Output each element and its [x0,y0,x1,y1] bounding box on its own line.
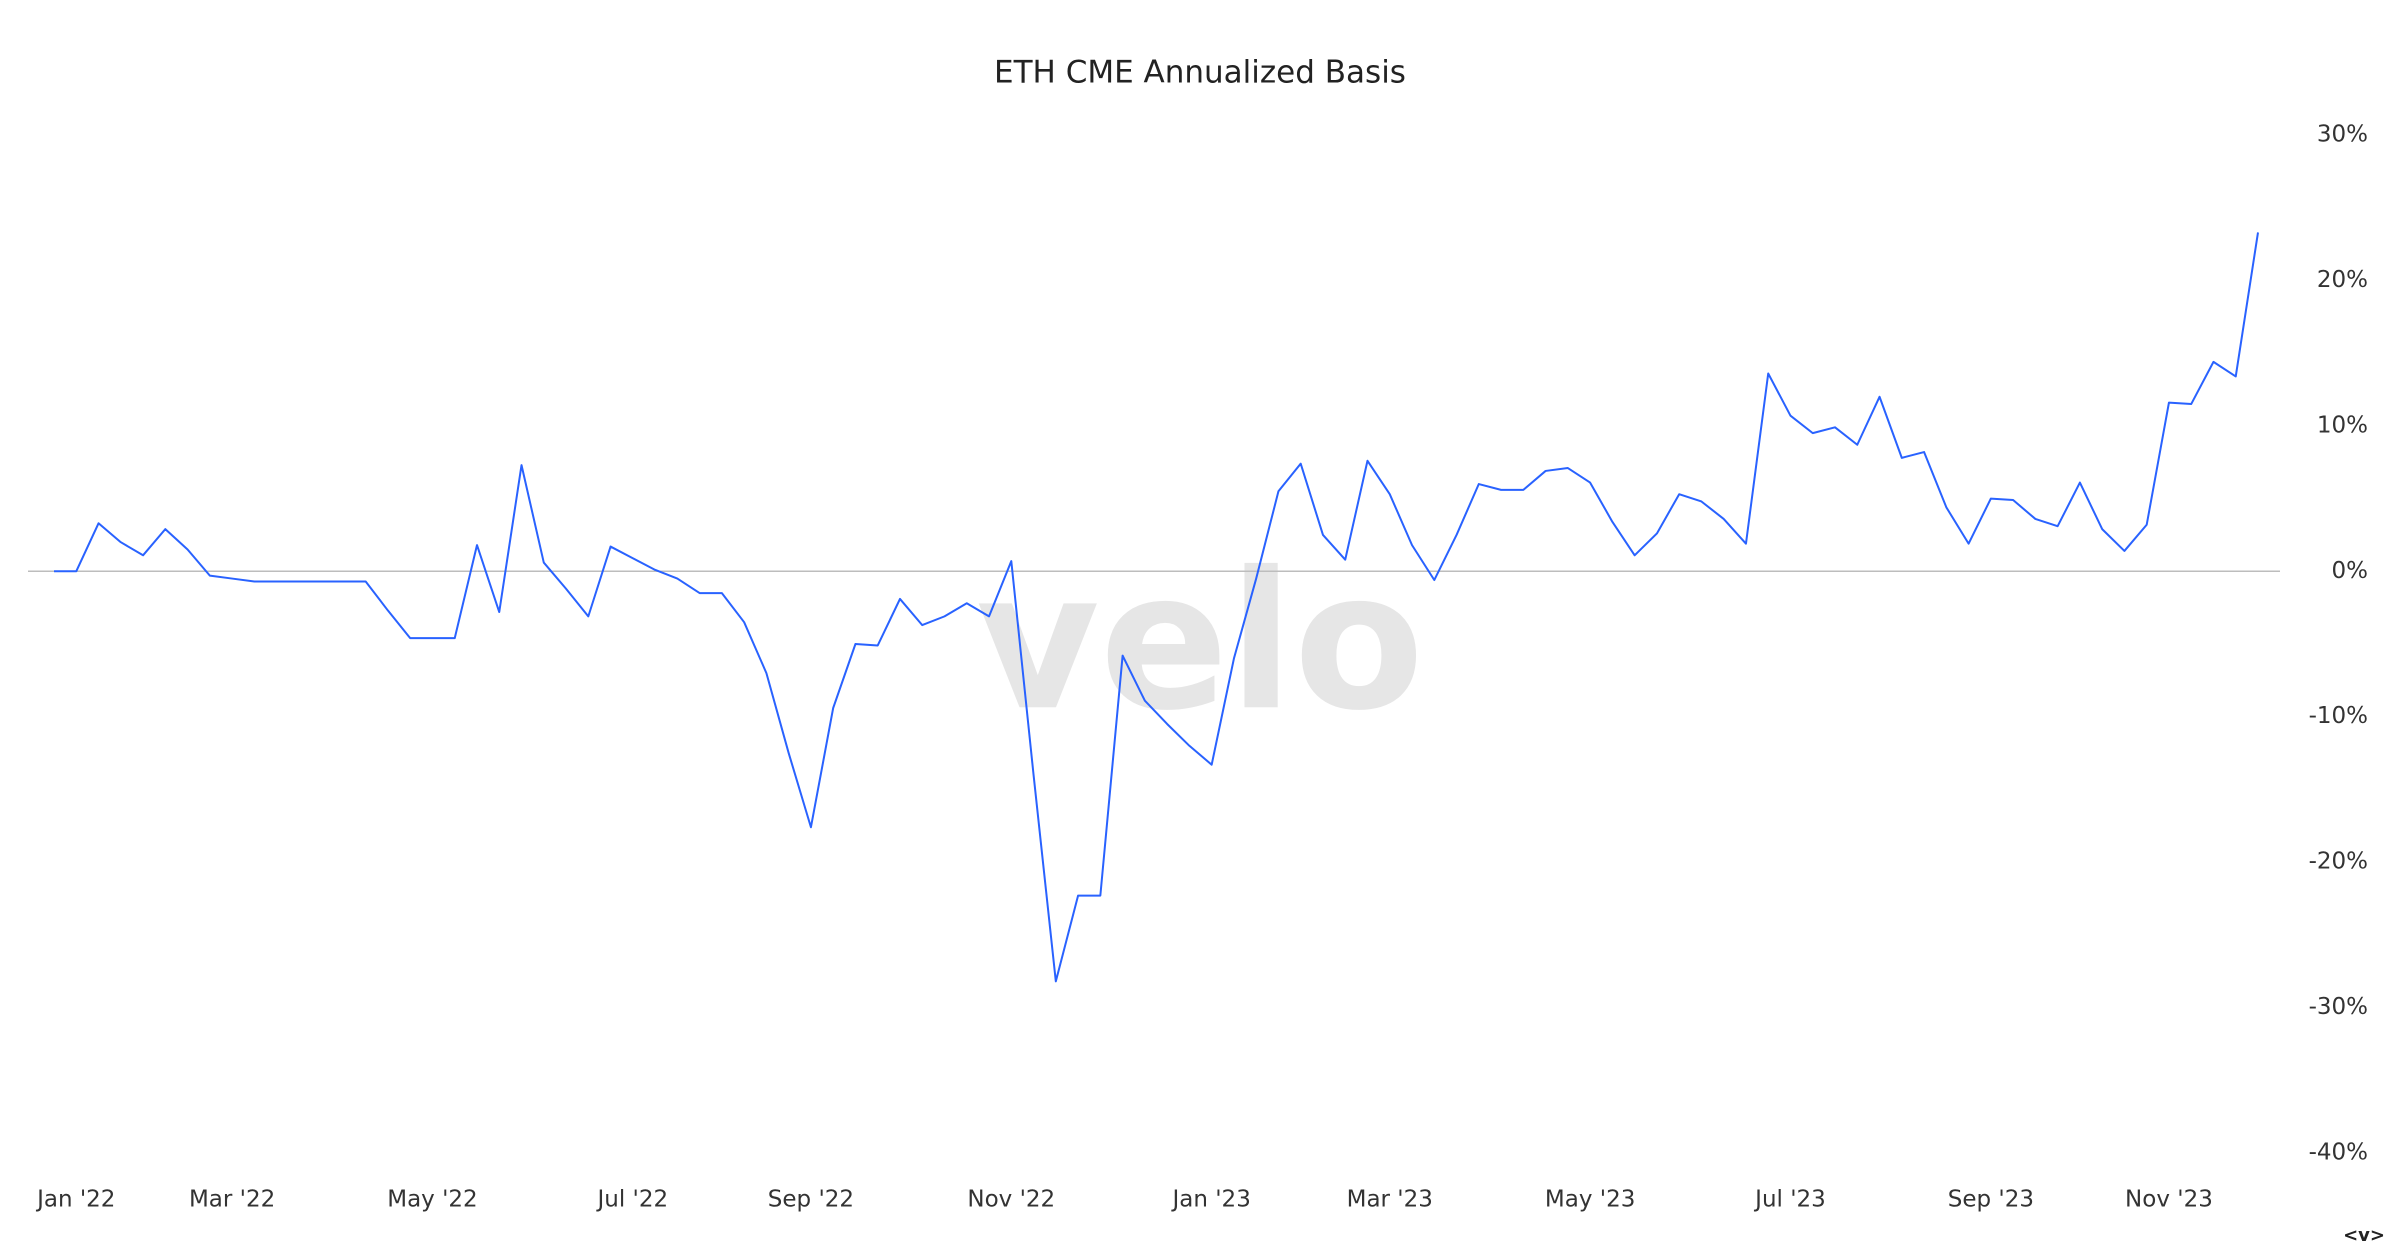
x-tick-label: Sep '23 [1948,1187,2034,1213]
y-tick-label: -40% [2309,1140,2368,1166]
chart-title: ETH CME Annualized Basis [994,55,1406,91]
watermark: velo [976,531,1424,752]
y-tick-label: 10% [2317,412,2368,438]
x-tick-label: Nov '23 [2125,1187,2213,1213]
x-tick-label: Mar '22 [189,1187,275,1213]
y-tick-label: 30% [2317,122,2368,148]
line-series [54,232,2259,983]
x-tick-label: Jul '22 [596,1187,669,1213]
x-tick-label: May '23 [1545,1187,1635,1213]
x-tick-label: Jul '23 [1753,1187,1826,1213]
y-tick-label: -10% [2309,703,2368,729]
x-tick-label: Mar '23 [1347,1187,1433,1213]
y-tick-label: 0% [2332,558,2369,584]
y-tick-label: 20% [2317,267,2368,293]
x-tick-label: Jan '23 [1170,1187,1250,1213]
y-tick-label: -20% [2309,849,2368,875]
x-tick-label: May '22 [387,1187,477,1213]
x-tick-label: Nov '22 [967,1187,1055,1213]
x-tick-label: Jan '22 [35,1187,115,1213]
x-tick-label: Sep '22 [768,1187,854,1213]
corner-mark: <v> [2343,1225,2385,1246]
y-tick-label: -30% [2309,994,2368,1020]
